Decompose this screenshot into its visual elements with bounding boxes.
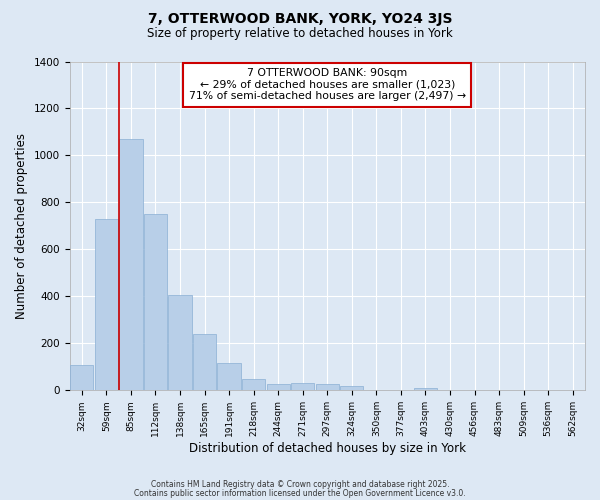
X-axis label: Distribution of detached houses by size in York: Distribution of detached houses by size …	[189, 442, 466, 455]
Bar	[119, 139, 143, 390]
Text: 7 OTTERWOOD BANK: 90sqm
← 29% of detached houses are smaller (1,023)
71% of semi: 7 OTTERWOOD BANK: 90sqm ← 29% of detache…	[189, 68, 466, 102]
Text: Size of property relative to detached houses in York: Size of property relative to detached ho…	[147, 28, 453, 40]
Text: 7, OTTERWOOD BANK, YORK, YO24 3JS: 7, OTTERWOOD BANK, YORK, YO24 3JS	[148, 12, 452, 26]
Bar	[169, 295, 191, 390]
Bar	[95, 219, 118, 390]
Bar	[193, 334, 216, 390]
Text: Contains public sector information licensed under the Open Government Licence v3: Contains public sector information licen…	[134, 488, 466, 498]
Y-axis label: Number of detached properties: Number of detached properties	[15, 133, 28, 319]
Bar	[316, 384, 339, 390]
Bar	[144, 214, 167, 390]
Bar	[291, 384, 314, 390]
Bar	[217, 364, 241, 390]
Bar	[242, 378, 265, 390]
Bar	[70, 364, 94, 390]
Bar	[340, 386, 364, 390]
Text: Contains HM Land Registry data © Crown copyright and database right 2025.: Contains HM Land Registry data © Crown c…	[151, 480, 449, 489]
Bar	[414, 388, 437, 390]
Bar	[266, 384, 290, 390]
